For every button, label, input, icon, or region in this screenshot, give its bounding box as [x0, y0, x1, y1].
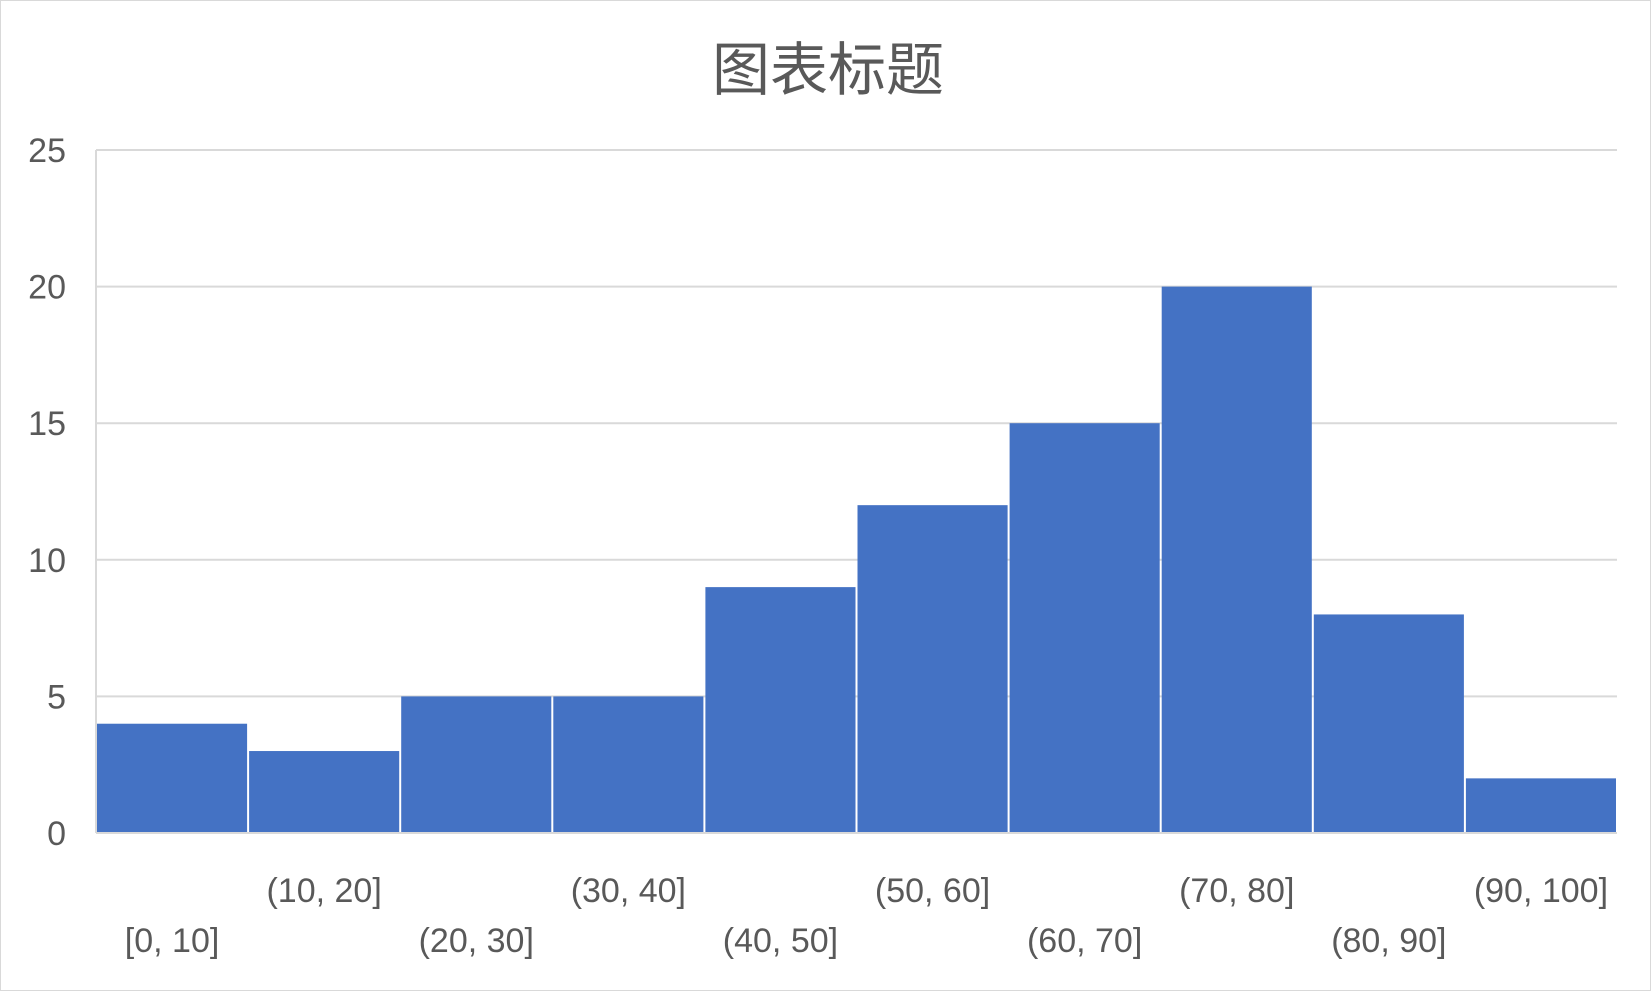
x-category-label: (10, 20]	[266, 872, 381, 910]
bar	[401, 696, 552, 833]
x-category-label: (20, 30]	[419, 922, 534, 960]
x-category-label: (30, 40]	[571, 872, 686, 910]
y-tick-label: 25	[28, 132, 66, 170]
chart-title: 图表标题	[712, 36, 944, 104]
bar	[553, 696, 704, 833]
x-category-label: (40, 50]	[723, 922, 838, 960]
y-tick-label: 20	[28, 269, 66, 307]
bar	[857, 505, 1008, 833]
bars	[97, 286, 1616, 834]
y-tick-label: 0	[47, 815, 66, 853]
bar	[705, 587, 856, 833]
bar	[1313, 614, 1464, 833]
bar	[1465, 778, 1616, 833]
y-tick-label: 10	[28, 542, 66, 580]
bar	[249, 751, 400, 833]
x-category-label: (90, 100]	[1474, 872, 1608, 910]
y-tick-label: 5	[47, 678, 66, 716]
x-category-label: (60, 70]	[1027, 922, 1142, 960]
x-category-label: (50, 60]	[875, 872, 990, 910]
x-category-label: [0, 10]	[125, 922, 220, 960]
x-axis-labels: [0, 10] (10, 20] (20, 30] (30, 40] (40, 50] (…	[125, 872, 1608, 960]
bar	[97, 723, 248, 833]
x-category-label: (80, 90]	[1331, 922, 1446, 960]
bar	[1161, 286, 1312, 834]
y-axis-ticks: 0 5 10 15 20 25	[28, 132, 66, 853]
y-tick-label: 15	[28, 405, 66, 443]
bar	[1009, 423, 1160, 833]
x-category-label: (70, 80]	[1179, 872, 1294, 910]
